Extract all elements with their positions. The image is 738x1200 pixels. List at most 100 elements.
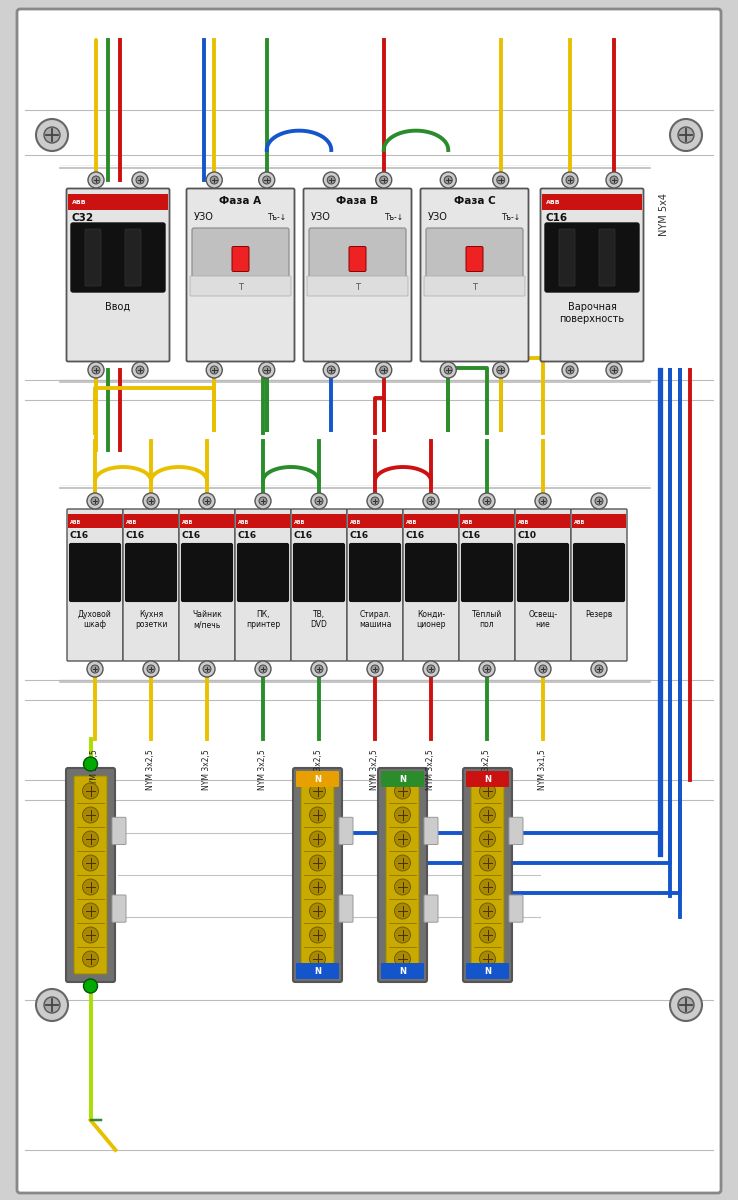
Bar (124, 514, 178, 528)
FancyBboxPatch shape (463, 768, 512, 982)
Circle shape (323, 172, 339, 188)
FancyBboxPatch shape (381, 962, 424, 979)
FancyBboxPatch shape (386, 776, 419, 974)
Text: T: T (355, 282, 360, 292)
Bar (572, 514, 626, 528)
Circle shape (395, 830, 410, 847)
FancyBboxPatch shape (125, 544, 176, 601)
FancyBboxPatch shape (74, 776, 107, 974)
Circle shape (143, 661, 159, 677)
Circle shape (380, 366, 387, 374)
Text: C16: C16 (462, 530, 481, 540)
Circle shape (566, 366, 574, 374)
Circle shape (595, 497, 603, 505)
Circle shape (539, 497, 547, 505)
FancyBboxPatch shape (69, 544, 120, 601)
Circle shape (206, 362, 222, 378)
Circle shape (309, 902, 325, 919)
Text: N: N (484, 774, 491, 784)
FancyBboxPatch shape (424, 817, 438, 845)
FancyBboxPatch shape (466, 770, 509, 787)
Circle shape (143, 493, 159, 509)
Text: ABB: ABB (238, 520, 249, 524)
FancyBboxPatch shape (307, 276, 408, 296)
Text: N: N (314, 774, 321, 784)
Text: УЗО: УЗО (194, 212, 214, 222)
Circle shape (259, 172, 275, 188)
Circle shape (259, 497, 267, 505)
Circle shape (132, 172, 148, 188)
Text: Фаза В: Фаза В (337, 196, 379, 206)
Circle shape (309, 830, 325, 847)
Circle shape (376, 172, 392, 188)
Circle shape (309, 926, 325, 943)
Text: N: N (399, 774, 406, 784)
FancyBboxPatch shape (349, 246, 366, 271)
Text: Духовой
шкаф: Духовой шкаф (78, 610, 112, 629)
FancyBboxPatch shape (112, 817, 126, 845)
FancyBboxPatch shape (296, 962, 339, 979)
Circle shape (199, 493, 215, 509)
Circle shape (92, 366, 100, 374)
Text: Варочная
поверхность: Варочная поверхность (559, 302, 624, 324)
FancyBboxPatch shape (192, 228, 289, 280)
Circle shape (88, 362, 104, 378)
Circle shape (480, 878, 495, 895)
FancyBboxPatch shape (381, 770, 424, 787)
Circle shape (206, 172, 222, 188)
Circle shape (210, 176, 218, 184)
Circle shape (83, 878, 98, 895)
FancyBboxPatch shape (67, 509, 123, 661)
Text: Конди-
ционер: Конди- ционер (416, 610, 446, 629)
Text: ТВ,
DVD: ТВ, DVD (311, 610, 328, 629)
Circle shape (309, 950, 325, 967)
Circle shape (395, 926, 410, 943)
FancyBboxPatch shape (190, 276, 291, 296)
Circle shape (315, 497, 323, 505)
Circle shape (535, 493, 551, 509)
FancyBboxPatch shape (378, 768, 427, 982)
Circle shape (311, 493, 327, 509)
FancyBboxPatch shape (291, 509, 347, 661)
Text: Фаза А: Фаза А (219, 196, 261, 206)
Text: NYM 5x4: NYM 5x4 (659, 193, 669, 236)
FancyBboxPatch shape (426, 228, 523, 280)
FancyBboxPatch shape (517, 544, 568, 601)
Circle shape (263, 366, 271, 374)
FancyBboxPatch shape (294, 544, 345, 601)
Bar (348, 514, 402, 528)
FancyBboxPatch shape (509, 817, 523, 845)
FancyBboxPatch shape (424, 276, 525, 296)
Text: C16: C16 (294, 530, 313, 540)
Text: NYM 3x2,5: NYM 3x2,5 (370, 749, 379, 790)
Circle shape (132, 362, 148, 378)
Circle shape (44, 127, 60, 143)
Text: ABB: ABB (126, 520, 137, 524)
Circle shape (36, 989, 68, 1021)
Text: УЗО: УЗО (311, 212, 331, 222)
FancyBboxPatch shape (540, 188, 644, 361)
Circle shape (36, 119, 68, 151)
Circle shape (480, 782, 495, 799)
Circle shape (83, 830, 98, 847)
FancyBboxPatch shape (293, 768, 342, 982)
Text: C32: C32 (72, 214, 94, 223)
Text: C16: C16 (546, 214, 568, 223)
Circle shape (83, 926, 98, 943)
Circle shape (210, 366, 218, 374)
Text: C16: C16 (70, 530, 89, 540)
Circle shape (423, 661, 439, 677)
FancyBboxPatch shape (309, 228, 406, 280)
Text: Ввод: Ввод (106, 302, 131, 312)
Circle shape (395, 854, 410, 871)
Text: Чайник
м/печь: Чайник м/печь (192, 610, 222, 629)
Circle shape (497, 176, 505, 184)
Bar (516, 514, 570, 528)
FancyBboxPatch shape (296, 770, 339, 787)
Text: Тъ-↓: Тъ-↓ (268, 214, 287, 222)
Circle shape (670, 989, 702, 1021)
Circle shape (309, 782, 325, 799)
Text: NYM 3x2,5: NYM 3x2,5 (427, 749, 435, 790)
Bar (404, 514, 458, 528)
Circle shape (91, 497, 99, 505)
